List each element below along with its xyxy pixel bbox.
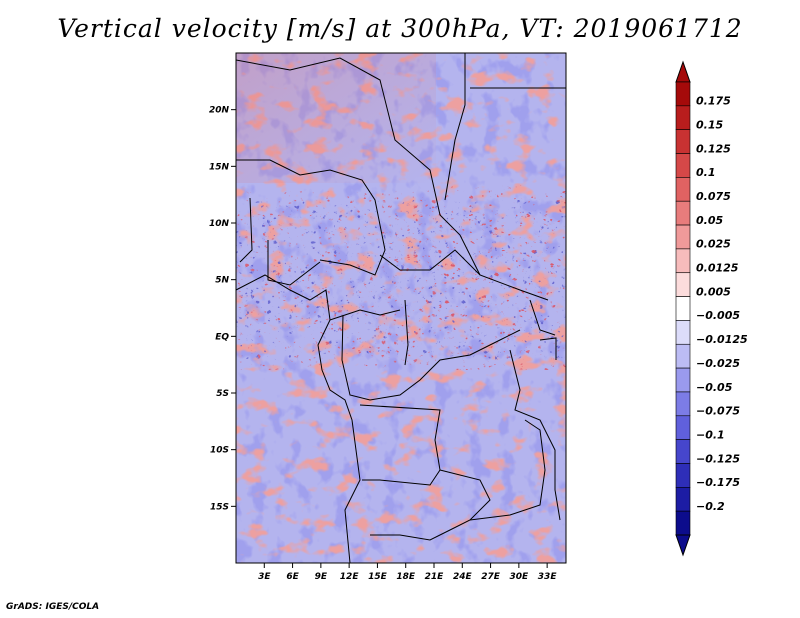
x-tick-label: 24E [453, 572, 473, 582]
chart-title: Vertical velocity [m/s] at 300hPa, VT: 2… [57, 14, 743, 43]
colorbar-swatch [675, 415, 691, 440]
x-tick-label: 27E [481, 572, 501, 582]
y-tick-label: 10S [210, 446, 229, 456]
x-tick-label: 15E [368, 572, 388, 582]
velocity-field [236, 53, 566, 563]
colorbar-bottom-arrow [675, 534, 691, 557]
colorbar-swatch [675, 463, 691, 488]
colorbar-swatch [675, 177, 691, 202]
colorbar-label: −0.075 [696, 405, 740, 418]
colorbar-label: −0.0125 [696, 333, 748, 346]
colorbar-swatch [675, 510, 691, 536]
x-tick-label: 9E [315, 572, 328, 582]
colorbar-swatch [675, 248, 691, 274]
colorbar-swatch [675, 439, 691, 464]
y-tick-label: 15S [210, 502, 229, 512]
colorbar-label: −0.1 [696, 428, 725, 441]
colorbar-label: 0.075 [696, 190, 731, 203]
colorbar-label: −0.025 [696, 357, 740, 370]
colorbar-label: 0.05 [696, 214, 723, 227]
x-tick-label: 30E [510, 572, 530, 582]
footer-credit: GrADS: IGES/COLA [6, 602, 100, 612]
colorbar-label: −0.2 [696, 500, 725, 513]
colorbar-label: 0.005 [696, 285, 731, 298]
x-tick-label: 18E [396, 572, 416, 582]
colorbar-swatch [675, 224, 691, 250]
y-tick-label: 15N [209, 162, 230, 172]
colorbar-label: −0.125 [696, 452, 740, 465]
colorbar-swatch [675, 487, 691, 512]
y-tick-label: 5N [215, 276, 229, 286]
x-tick-label: 21E [425, 572, 445, 582]
x-tick-label: 3E [258, 572, 271, 582]
colorbar-label: 0.025 [696, 238, 731, 251]
colorbar-top-arrow [675, 60, 691, 83]
colorbar-swatch [675, 129, 691, 154]
colorbar-swatch [675, 343, 691, 369]
y-tick-label: 10N [209, 219, 230, 229]
colorbar-swatch [675, 367, 691, 393]
colorbar-label: 0.175 [696, 95, 731, 108]
colorbar-label: −0.175 [696, 476, 740, 489]
x-tick-label: 12E [340, 572, 360, 582]
colorbar-label: 0.15 [696, 118, 723, 131]
colorbar-swatch [675, 391, 691, 417]
colorbar-label: −0.05 [696, 381, 733, 394]
colorbar-label: 0.0125 [696, 262, 739, 275]
y-tick-label: EQ [215, 332, 229, 342]
y-tick-label: 20N [209, 106, 230, 116]
plot-frame [235, 52, 567, 564]
colorbar-swatch [675, 200, 691, 226]
colorbar-swatch [675, 105, 691, 130]
y-axis: 20N 15N 10N 5N EQ 5S 10S 15S [209, 106, 236, 512]
colorbar-swatch [675, 320, 691, 345]
x-tick-label: 6E [286, 572, 299, 582]
colorbar: 0.175 0.15 0.125 0.1 0.075 0.05 0.025 0.0125 0.0… [675, 60, 748, 557]
country-borders [236, 53, 566, 563]
colorbar-label: 0.1 [696, 166, 716, 179]
colorbar-swatch [675, 81, 691, 107]
colorbar-swatch [675, 296, 691, 321]
y-tick-label: 5S [216, 389, 229, 399]
colorbar-label: −0.005 [696, 309, 740, 322]
colorbar-swatch [675, 153, 691, 178]
x-tick-label: 33E [538, 572, 558, 582]
colorbar-swatch [675, 272, 691, 297]
x-axis: 3E 6E 9E 12E 15E 18E 21E 24E 27E 30E 33E [258, 563, 557, 582]
colorbar-label: 0.125 [696, 142, 731, 155]
